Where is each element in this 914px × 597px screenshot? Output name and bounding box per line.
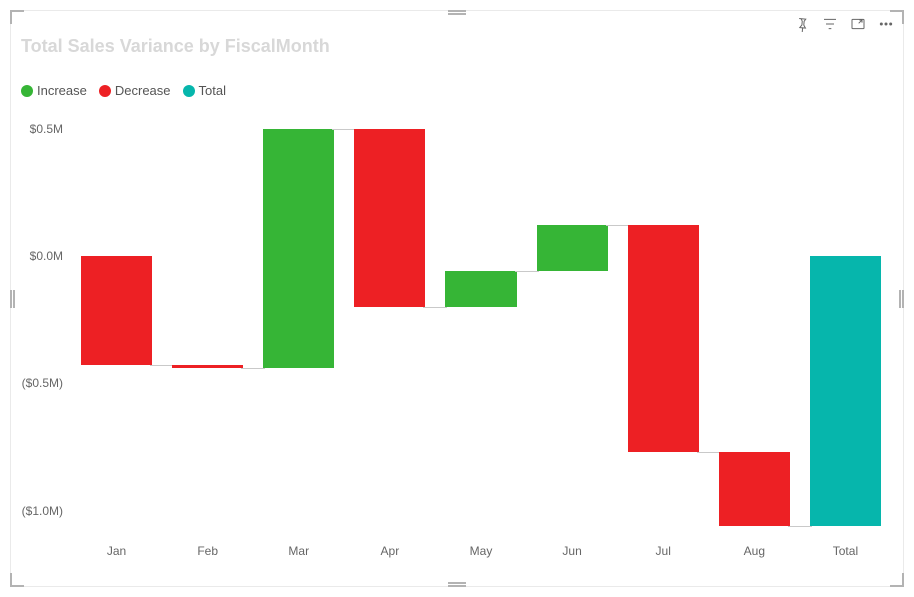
legend-item-increase[interactable]: Increase (21, 83, 87, 98)
bar-total[interactable] (810, 256, 881, 526)
visual-frame: Total Sales Variance by FiscalMonth Incr… (10, 10, 904, 587)
connector (515, 271, 539, 272)
y-tick-label: $0.0M (30, 249, 63, 263)
legend-item-decrease[interactable]: Decrease (99, 83, 171, 98)
x-tick-label: May (470, 544, 493, 558)
resize-handle-right[interactable] (902, 290, 904, 308)
focus-mode-icon[interactable] (849, 15, 867, 33)
visual-toolbar (793, 15, 895, 33)
legend-swatch (183, 85, 195, 97)
bar-jan[interactable] (81, 256, 152, 365)
x-tick-label: Jan (107, 544, 126, 558)
resize-handle-top[interactable] (448, 10, 466, 12)
y-tick-label: $0.5M (30, 122, 63, 136)
x-tick-label: Aug (744, 544, 765, 558)
connector (332, 129, 356, 130)
legend: Increase Decrease Total (21, 83, 226, 98)
resize-handle-tl[interactable] (10, 10, 24, 24)
legend-swatch (99, 85, 111, 97)
y-tick-label: ($1.0M) (22, 504, 63, 518)
x-tick-label: Feb (197, 544, 218, 558)
filter-icon[interactable] (821, 15, 839, 33)
bar-may[interactable] (445, 271, 516, 307)
bar-feb[interactable] (172, 365, 243, 368)
y-tick-label: ($0.5M) (22, 376, 63, 390)
connector (606, 225, 630, 226)
connector (150, 365, 174, 366)
x-tick-label: Apr (381, 544, 400, 558)
legend-label: Increase (37, 83, 87, 98)
legend-label: Total (199, 83, 226, 98)
pin-icon[interactable] (793, 15, 811, 33)
legend-swatch (21, 85, 33, 97)
resize-handle-bl[interactable] (10, 573, 24, 587)
resize-handle-bottom[interactable] (448, 585, 466, 587)
more-options-icon[interactable] (877, 15, 895, 33)
resize-handle-left[interactable] (10, 290, 12, 308)
x-tick-label: Jul (656, 544, 671, 558)
connector (241, 368, 265, 369)
connector (697, 452, 721, 453)
x-tick-label: Jun (562, 544, 581, 558)
bar-jun[interactable] (537, 225, 608, 271)
chart-title: Total Sales Variance by FiscalMonth (21, 36, 330, 57)
connector (788, 526, 812, 527)
connector (423, 307, 447, 308)
bar-aug[interactable] (719, 452, 790, 526)
bar-jul[interactable] (628, 225, 699, 452)
plot-area: $0.5M$0.0M($0.5M)($1.0M)JanFebMarAprMayJ… (71, 116, 891, 536)
legend-item-total[interactable]: Total (183, 83, 226, 98)
legend-label: Decrease (115, 83, 171, 98)
x-tick-label: Mar (288, 544, 309, 558)
x-tick-label: Total (833, 544, 858, 558)
resize-handle-br[interactable] (890, 573, 904, 587)
bar-apr[interactable] (354, 129, 425, 307)
bar-mar[interactable] (263, 129, 334, 368)
